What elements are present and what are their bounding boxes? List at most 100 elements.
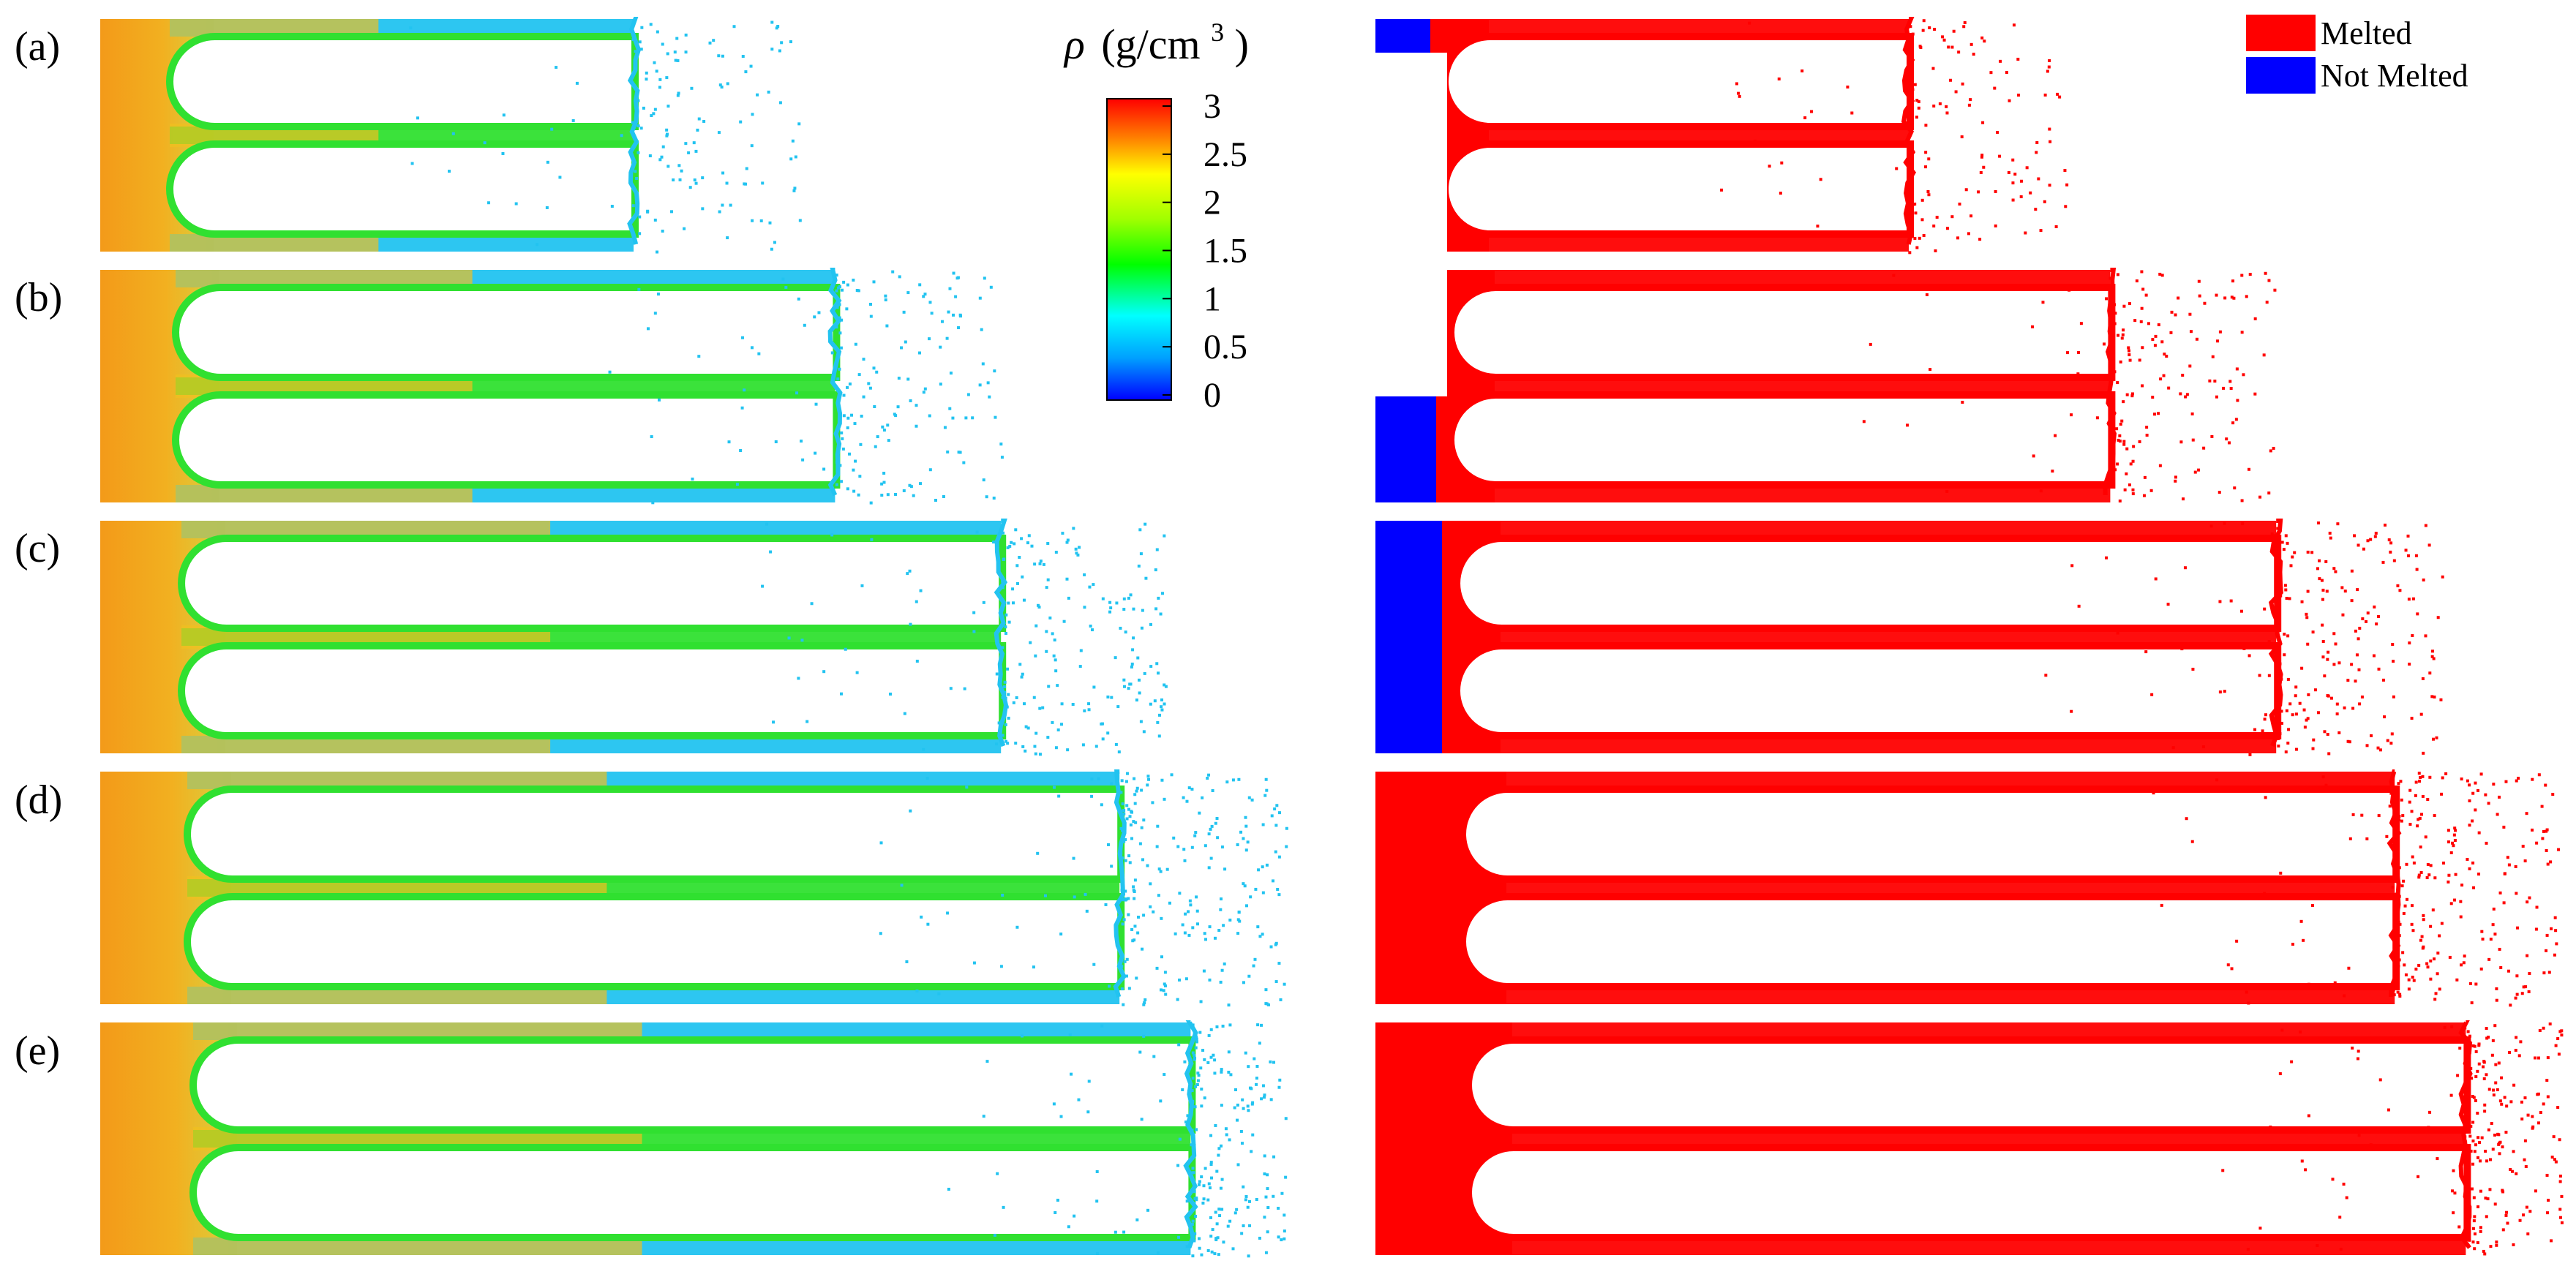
ejecta-particle: [839, 346, 843, 350]
ejecta-particle: [2392, 993, 2396, 997]
ejecta-particle: [2395, 892, 2398, 896]
ejecta-particle: [1165, 867, 1169, 871]
ejecta-particle: [1128, 861, 1132, 864]
ejecta-particle: [2496, 813, 2499, 816]
ejecta-particle: [2158, 272, 2162, 276]
ejecta-particle: [1228, 1023, 1232, 1027]
ejecta-particle: [2227, 441, 2231, 445]
ejecta-particle: [546, 160, 549, 164]
ejecta-particle: [1197, 1074, 1201, 1077]
ejecta-particle: [1202, 1184, 1206, 1188]
ejecta-particle: [2318, 577, 2321, 581]
ejecta-particle: [1262, 1096, 1266, 1099]
ejecta-particle: [2125, 472, 2128, 475]
ejecta-particle: [2300, 600, 2304, 603]
ejecta-particle: [1122, 898, 1125, 902]
ejecta-particle: [1139, 552, 1143, 556]
ejecta-particle: [2479, 1159, 2482, 1163]
ejecta-particle: [2467, 1049, 2471, 1052]
slot-void: [1441, 140, 1914, 238]
ejecta-particle: [1122, 1230, 1126, 1234]
ejecta-particle: [2153, 344, 2157, 347]
ejecta-particle: [1803, 116, 1807, 120]
ejecta-particle: [1014, 528, 1018, 532]
ejecta-particle: [1919, 46, 1923, 50]
ejecta-particle: [822, 467, 826, 471]
ejecta-particle: [903, 712, 906, 715]
ejecta-particle: [2434, 992, 2438, 995]
ejecta-particle: [2426, 797, 2430, 801]
ejecta-particle: [2393, 833, 2397, 837]
ejecta-particle: [2115, 427, 2119, 431]
ejecta-particle: [1133, 878, 1137, 882]
ejecta-particle: [2343, 706, 2346, 709]
ejecta-particle: [1056, 1198, 1059, 1202]
ejecta-particle: [1056, 728, 1060, 732]
ejecta-particle: [665, 134, 669, 138]
slot-void: [189, 1144, 1196, 1241]
ejecta-particle: [1998, 154, 2002, 158]
ejecta-particle: [2064, 205, 2068, 208]
ejecta-particle: [2154, 334, 2158, 338]
ejecta-particle: [2477, 1044, 2481, 1047]
ejecta-particle: [1154, 568, 1157, 572]
ejecta-particle: [2387, 1108, 2390, 1112]
ejecta-particle: [1269, 1098, 1273, 1101]
ejecta-particle: [1034, 752, 1037, 756]
ejecta-particle: [1011, 587, 1015, 591]
ejecta-particle: [2130, 392, 2134, 396]
ejecta-particle: [846, 487, 849, 491]
ejecta-particle: [2556, 1106, 2560, 1110]
ejecta-particle: [2398, 922, 2402, 926]
ejecta-particle: [2484, 1197, 2487, 1200]
ejecta-particle: [1928, 26, 1931, 29]
ejecta-particle: [2526, 1232, 2530, 1236]
ejecta-particle: [2223, 296, 2227, 300]
ejecta-particle: [1092, 685, 1096, 689]
ejecta-particle: [1005, 613, 1008, 617]
ejecta-particle: [751, 219, 754, 222]
melt-panel-d: [1375, 769, 2561, 1007]
colorbar-tick-label: 1: [1203, 279, 1221, 318]
ejecta-particle: [1191, 1188, 1195, 1191]
ejecta-particle: [1242, 1185, 1245, 1189]
ejecta-particle: [2346, 739, 2350, 743]
ejecta-particle: [2449, 902, 2453, 905]
ejecta-particle: [2132, 445, 2136, 448]
ejecta-particle: [545, 206, 549, 209]
ejecta-particle: [1263, 794, 1267, 797]
ejecta-particle: [1220, 1144, 1223, 1148]
ejecta-particle: [2450, 1189, 2454, 1193]
ejecta-particle: [2531, 1126, 2534, 1130]
ejecta-particle: [743, 388, 746, 392]
ejecta-particle: [1144, 522, 1147, 526]
ejecta-particle: [909, 399, 912, 402]
ejecta-particle: [2427, 873, 2431, 877]
ejecta-particle: [2489, 1245, 2493, 1248]
ejecta-particle: [1018, 555, 1021, 559]
ejecta-particle: [1133, 890, 1136, 894]
ejecta-particle: [1202, 969, 1206, 973]
ejecta-particle: [634, 123, 637, 127]
ejecta-particle: [688, 186, 692, 189]
ejecta-particle: [2516, 926, 2520, 930]
ejecta-particle: [2376, 746, 2380, 750]
ejecta-particle: [2492, 783, 2496, 786]
ejecta-particle: [873, 404, 876, 408]
ejecta-particle: [1961, 400, 1964, 404]
ejecta-particle: [1125, 804, 1129, 807]
ejecta-particle: [1272, 1061, 1276, 1064]
ejecta-particle: [1227, 1050, 1231, 1054]
ejecta-particle: [1209, 1055, 1213, 1059]
ejecta-particle: [1140, 1118, 1144, 1121]
ejecta-particle: [2258, 495, 2262, 499]
ejecta-particle: [2248, 467, 2251, 471]
ejecta-particle: [1931, 67, 1935, 70]
ejecta-particle: [1191, 1037, 1195, 1041]
ejecta-particle: [939, 383, 942, 386]
ejecta-particle: [1219, 980, 1223, 984]
ejecta-particle: [2139, 320, 2143, 323]
ejecta-particle: [661, 229, 664, 233]
ejecta-particle: [2076, 351, 2080, 355]
ejecta-particle: [674, 59, 677, 62]
